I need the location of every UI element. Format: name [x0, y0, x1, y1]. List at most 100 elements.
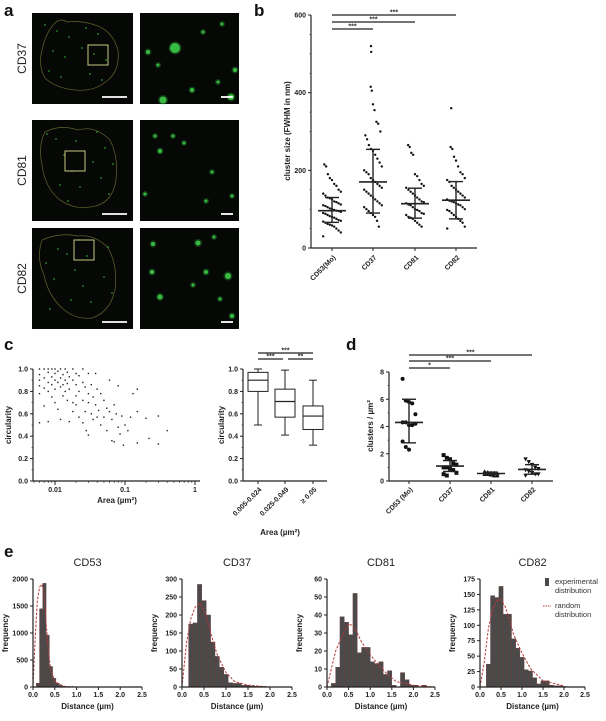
cluster-dot: [97, 33, 99, 35]
data-point: [326, 173, 330, 176]
data-point: [47, 371, 49, 374]
data-point: [452, 155, 456, 158]
histogram-bar: [344, 622, 349, 688]
data-point: [369, 176, 372, 180]
data-point: [66, 382, 69, 385]
data-point: [322, 211, 325, 215]
data-point: [38, 368, 41, 370]
data-point: [365, 138, 369, 141]
y-tick-label: 0.8: [228, 389, 238, 396]
cluster-spot: [201, 30, 205, 34]
histogram-bar: [378, 661, 384, 688]
category-label: CD81: [479, 486, 497, 504]
data-point: [411, 206, 414, 209]
x-tick-label: 2.0: [409, 692, 419, 699]
data-point: [66, 371, 69, 374]
data-point: [523, 457, 528, 462]
data-point: [367, 192, 370, 195]
cluster-spot: [191, 283, 195, 287]
cell-outline: [39, 234, 117, 319]
data-point: [380, 204, 383, 207]
panel-label-b: b: [254, 1, 264, 20]
data-point: [418, 223, 421, 226]
cluster-dot: [48, 70, 50, 72]
x-tick-label: 2.5: [580, 692, 590, 699]
data-point: [68, 376, 70, 378]
data-point: [117, 426, 119, 428]
histogram-bar: [201, 600, 207, 688]
histogram-title: CD37: [223, 557, 251, 569]
box-0: [247, 368, 269, 426]
data-point: [365, 190, 368, 193]
data-point: [461, 221, 464, 224]
data-point: [375, 120, 378, 123]
cluster-dot: [46, 133, 48, 135]
panel-b-cluster-size-plot: 0 200 400 600 CD53(Mo) CD37 CD81 CD82 cluster si…: [283, 10, 477, 283]
data-point: [322, 204, 325, 207]
data-point: [461, 194, 464, 197]
cluster-spot: [204, 270, 208, 274]
row-label: CD37: [15, 43, 29, 74]
data-point: [418, 178, 421, 182]
x-tick-label: 1: [193, 487, 197, 494]
x-tick-label: 0.0: [177, 692, 187, 699]
data-point: [87, 392, 90, 395]
y-tick-label: 0: [471, 685, 475, 692]
x-axis-label: Area (µm²): [260, 528, 300, 537]
random-distribution-curve: [181, 602, 271, 688]
histogram-bar: [387, 670, 393, 688]
y-tick-label: 0.0: [228, 479, 238, 486]
y-tick-label: 20: [314, 649, 322, 656]
y-tick-label: 0.0: [18, 479, 28, 486]
data-point: [78, 416, 80, 418]
cluster-dot: [57, 248, 59, 250]
histogram-bar: [352, 593, 358, 688]
cluster-spot: [195, 240, 201, 246]
data-point: [136, 388, 139, 390]
y-tick-label: 500: [16, 658, 28, 665]
data-point: [459, 219, 462, 223]
panel-c-circularity-scatter: 0.0 0.2 0.4 0.6 0.8 1.0 0.01 0.1 1 Area (µm²) circ…: [4, 367, 200, 505]
data-point: [66, 399, 69, 402]
y-axis-label: circularity: [4, 405, 13, 444]
data-point: [145, 417, 147, 419]
histogram-bar: [227, 682, 233, 688]
data-point: [54, 379, 56, 381]
data-point: [370, 50, 373, 54]
x-axis-label: Distance (µm): [506, 702, 559, 711]
data-point: [328, 207, 331, 210]
histogram-bar: [197, 584, 202, 688]
series-1: [359, 44, 387, 228]
data-point: [413, 412, 418, 417]
data-point: [108, 379, 111, 381]
data-point: [367, 209, 370, 213]
data-point: [373, 108, 376, 112]
cluster-dot: [92, 161, 94, 163]
significance-label: ***: [390, 10, 398, 17]
data-point: [324, 212, 327, 216]
y-tick-label: 4: [380, 424, 384, 431]
data-point: [82, 381, 84, 384]
data-point: [47, 381, 49, 384]
cluster-dot: [104, 147, 106, 149]
histogram-bar: [490, 595, 495, 688]
histogram-bar: [502, 613, 508, 688]
series-0: [318, 163, 346, 238]
data-point: [451, 461, 456, 466]
y-tick-label: 300: [165, 577, 177, 584]
y-axis-label: circularity: [217, 405, 226, 444]
cluster-dot: [74, 269, 76, 271]
data-point: [90, 413, 92, 415]
data-point: [411, 192, 414, 195]
data-point: [328, 214, 331, 218]
box: [302, 405, 324, 430]
y-tick-label: 400: [294, 90, 306, 97]
x-tick-label: 0.5: [344, 692, 354, 699]
data-point: [365, 171, 368, 174]
data-point: [322, 235, 325, 238]
data-point: [51, 396, 53, 398]
data-point: [108, 410, 111, 413]
cluster-spot: [218, 297, 222, 301]
histogram-bar: [188, 623, 194, 688]
category-label: 0.025-0.049: [259, 486, 290, 517]
